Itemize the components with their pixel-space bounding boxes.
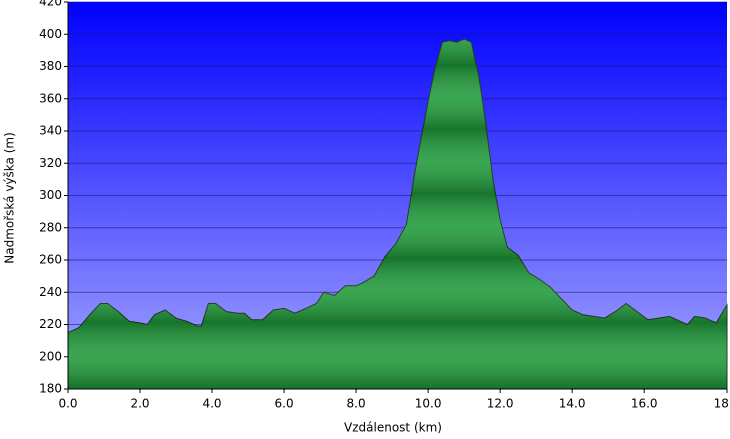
y-tick-label: 420 bbox=[39, 0, 62, 9]
y-tick-label: 400 bbox=[39, 27, 62, 41]
x-tick-label: 2.0 bbox=[130, 397, 149, 411]
x-tick-label: 10.0 bbox=[415, 397, 442, 411]
area-shading bbox=[68, 39, 727, 389]
y-tick-label: 200 bbox=[39, 349, 62, 363]
y-tick-label: 380 bbox=[39, 59, 62, 73]
x-tick-label: 6.0 bbox=[275, 397, 294, 411]
x-tick-label: 18.3 bbox=[714, 397, 730, 411]
x-axis-title: Vzdálenost (km) bbox=[344, 421, 442, 435]
y-tick-label: 340 bbox=[39, 124, 62, 138]
y-tick-label: 260 bbox=[39, 253, 62, 267]
y-tick-label: 240 bbox=[39, 285, 62, 299]
y-tick-label: 300 bbox=[39, 188, 62, 202]
y-tick-label: 320 bbox=[39, 156, 62, 170]
y-tick-label: 360 bbox=[39, 91, 62, 105]
x-tick-label: 16.0 bbox=[631, 397, 658, 411]
x-tick-label: 14.0 bbox=[559, 397, 586, 411]
x-tick-label: 12.0 bbox=[487, 397, 514, 411]
x-tick-label: 4.0 bbox=[202, 397, 221, 411]
y-tick-label: 180 bbox=[39, 382, 62, 396]
y-tick-label: 280 bbox=[39, 220, 62, 234]
x-tick-label: 0.0 bbox=[58, 397, 77, 411]
y-tick-label: 220 bbox=[39, 317, 62, 331]
y-axis-title: Nadmořská výška (m) bbox=[3, 132, 17, 263]
x-tick-label: 8.0 bbox=[347, 397, 366, 411]
